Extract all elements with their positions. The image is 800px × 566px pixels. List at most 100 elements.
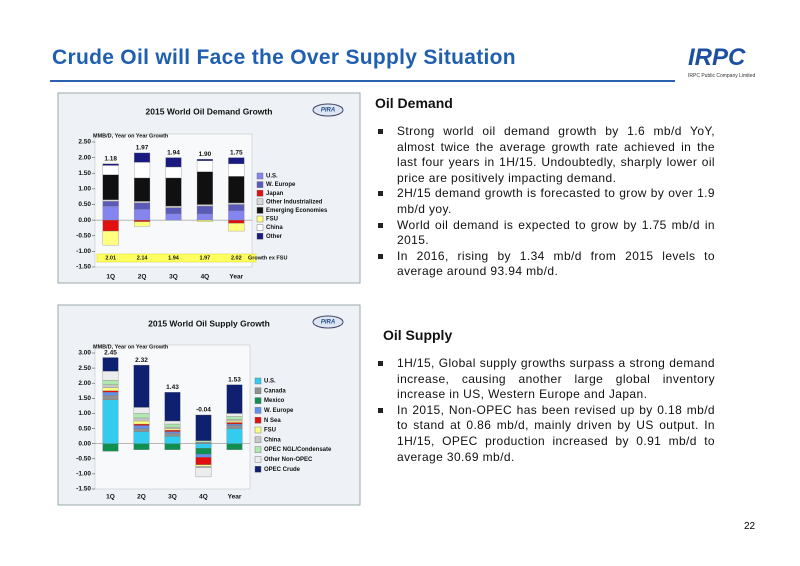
logo: IRPC	[688, 44, 746, 71]
y-tick-label: 2.00	[78, 380, 91, 387]
bar-segment	[102, 165, 119, 175]
bullet: In 2015, Non-OPEC has been revised up by…	[375, 403, 715, 465]
bar-segment	[102, 399, 119, 444]
bar-segment	[133, 420, 150, 425]
bar-segment	[102, 395, 119, 400]
x-tick-label: 2Q	[138, 274, 147, 281]
y-tick-label: 1.00	[78, 410, 91, 417]
bar-segment	[134, 162, 151, 179]
x-tick-label: 4Q	[201, 274, 210, 281]
legend-swatch	[254, 446, 262, 453]
legend-label: U.S.	[264, 379, 276, 385]
legend-label: China	[264, 437, 281, 443]
section-heading: Oil Supply	[383, 327, 453, 343]
bullet: 2H/15 demand growth is forecasted to gro…	[375, 186, 715, 217]
y-tick-label: -1.00	[76, 471, 91, 478]
bar-segment	[228, 210, 245, 221]
legend-swatch	[256, 207, 264, 214]
bullet-list: Strong world oil demand growth by 1.6 mb…	[375, 124, 715, 280]
bar-segment	[226, 384, 243, 414]
legend-swatch	[254, 377, 262, 385]
legend-label: FSU	[264, 428, 276, 434]
bar-segment	[102, 384, 119, 388]
bar-segment	[195, 467, 212, 478]
bar-segment	[226, 425, 243, 429]
bar-segment	[226, 443, 243, 450]
bar-segment	[102, 370, 119, 381]
y-tick-label: -0.50	[76, 455, 91, 462]
legend-label: FSU	[266, 217, 278, 223]
bullet: World oil demand is expected to grow by …	[375, 218, 715, 249]
bar-segment	[196, 171, 213, 205]
legend-swatch	[256, 198, 264, 206]
x-tick-label: 1Q	[106, 494, 115, 501]
bar-segment	[133, 417, 150, 422]
total-label: 1.53	[228, 376, 241, 383]
bar-segment	[134, 152, 151, 163]
bar-segment	[164, 428, 181, 431]
bar-segment	[196, 159, 213, 161]
bullet: Strong world oil demand growth by 1.6 mb…	[375, 124, 715, 186]
bar-segment	[134, 177, 151, 202]
bar-segment	[226, 413, 243, 417]
bar-segment	[195, 448, 212, 455]
bar-segment	[195, 443, 212, 449]
y-axis-label: MMB/D, Year on Year Growth	[93, 344, 169, 350]
legend-swatch	[256, 215, 264, 223]
legend-swatch	[256, 189, 264, 197]
legend-swatch	[256, 232, 264, 240]
bottom-row-value: 2.01	[105, 255, 116, 261]
legend-label: W. Europe	[264, 408, 294, 414]
bottom-row-value: 2.14	[137, 255, 149, 261]
bar-segment	[134, 209, 151, 221]
bullet: 1H/15, Global supply growths surpass a s…	[375, 356, 715, 403]
x-tick-label: Year	[228, 494, 242, 501]
y-tick-label: 2.50	[78, 365, 91, 372]
bar-segment	[134, 219, 151, 222]
bar-segment	[165, 177, 182, 207]
bar-segment	[226, 416, 243, 420]
supply-section: Oil Supply 1H/15, Global supply growths …	[375, 327, 715, 465]
total-label: 1.18	[104, 156, 117, 163]
demand-section: Oil Demand Strong world oil demand growt…	[375, 95, 715, 280]
bar-segment	[133, 428, 150, 432]
bar-segment	[195, 454, 212, 458]
bar-segment	[164, 432, 181, 437]
bar-segment	[133, 413, 150, 419]
bar-segment	[102, 357, 119, 372]
bar-segment	[226, 423, 243, 426]
x-tick-label: Year	[229, 274, 243, 281]
bar-segment	[133, 423, 150, 426]
legend-label: Other	[266, 234, 283, 240]
y-tick-label: 1.50	[78, 170, 91, 177]
bar-segment	[226, 428, 243, 444]
bar-segment	[228, 204, 245, 211]
bar-segment	[196, 204, 213, 207]
legend-swatch	[256, 181, 264, 188]
x-tick-label: 1Q	[106, 274, 115, 281]
bar-segment	[196, 213, 213, 221]
y-tick-label: 1.50	[78, 395, 91, 402]
bar-segment	[195, 440, 212, 443]
slide-title: Crude Oil will Face the Over Supply Situ…	[52, 46, 516, 69]
company-name: IRPC Public Company Limited	[688, 73, 756, 79]
bar-segment	[228, 219, 245, 224]
legend-swatch	[256, 224, 264, 231]
bar-segment	[102, 443, 119, 452]
legend-swatch	[254, 397, 262, 404]
bar-segment	[102, 201, 119, 207]
legend-label: Mexico	[264, 398, 285, 404]
bar-segment	[165, 213, 182, 221]
bar-segment	[134, 202, 151, 210]
title-rule	[50, 80, 675, 82]
bar-segment	[164, 431, 181, 434]
y-tick-label: 2.00	[78, 154, 91, 161]
x-tick-label: 2Q	[137, 494, 146, 501]
bullet-list: 1H/15, Global supply growths surpass a s…	[375, 356, 715, 465]
y-tick-label: 0.00	[78, 217, 91, 224]
bar-segment	[226, 419, 243, 422]
x-tick-label: 3Q	[169, 274, 178, 281]
bar-segment	[133, 407, 150, 414]
legend-label: N Sea	[264, 418, 281, 424]
bar-segment	[133, 443, 150, 450]
